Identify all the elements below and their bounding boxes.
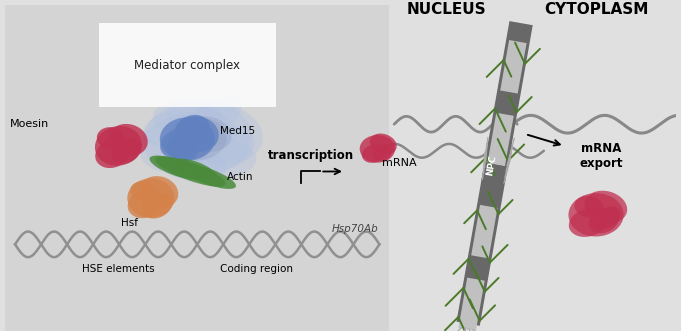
Polygon shape	[481, 163, 508, 184]
Text: HSE elements: HSE elements	[82, 264, 155, 274]
Ellipse shape	[127, 190, 163, 218]
Ellipse shape	[130, 181, 158, 201]
Polygon shape	[501, 40, 526, 94]
Ellipse shape	[199, 127, 255, 170]
Ellipse shape	[142, 193, 172, 218]
Ellipse shape	[153, 98, 222, 141]
Ellipse shape	[158, 145, 226, 182]
Ellipse shape	[167, 137, 198, 161]
Polygon shape	[458, 278, 485, 331]
Polygon shape	[488, 113, 513, 166]
Ellipse shape	[140, 176, 178, 208]
Text: Actin: Actin	[227, 172, 253, 182]
Ellipse shape	[569, 209, 607, 237]
Text: Hsp70Ab: Hsp70Ab	[332, 223, 378, 234]
Ellipse shape	[370, 133, 397, 154]
Ellipse shape	[175, 159, 216, 178]
Ellipse shape	[95, 126, 142, 166]
Text: mRNA: mRNA	[382, 158, 416, 167]
Text: Moesin: Moesin	[10, 119, 50, 129]
Ellipse shape	[569, 193, 624, 236]
Ellipse shape	[155, 156, 225, 187]
Ellipse shape	[180, 104, 263, 164]
Ellipse shape	[373, 145, 392, 161]
Text: Mediator complex: Mediator complex	[134, 59, 240, 71]
Ellipse shape	[589, 208, 619, 233]
Ellipse shape	[575, 196, 604, 218]
Ellipse shape	[150, 156, 202, 179]
Ellipse shape	[183, 116, 232, 152]
Ellipse shape	[139, 116, 217, 172]
Ellipse shape	[168, 128, 210, 160]
Ellipse shape	[595, 207, 620, 229]
Ellipse shape	[168, 117, 227, 161]
Text: transcription: transcription	[268, 149, 353, 162]
Polygon shape	[471, 205, 498, 259]
Ellipse shape	[175, 115, 210, 143]
Ellipse shape	[192, 95, 242, 134]
Ellipse shape	[360, 135, 395, 163]
Ellipse shape	[160, 117, 215, 161]
Ellipse shape	[144, 111, 202, 147]
Text: NUCLEUS: NUCLEUS	[407, 2, 486, 17]
Text: Coding region: Coding region	[220, 264, 293, 274]
Ellipse shape	[180, 164, 236, 189]
Ellipse shape	[127, 178, 174, 218]
Ellipse shape	[97, 127, 125, 149]
Ellipse shape	[95, 139, 130, 168]
Ellipse shape	[160, 129, 199, 159]
Text: CYTOPLASM: CYTOPLASM	[544, 2, 648, 17]
Ellipse shape	[143, 100, 251, 178]
Text: NPC: NPC	[486, 155, 498, 177]
Ellipse shape	[166, 103, 238, 145]
Text: Hsf: Hsf	[121, 218, 138, 228]
Text: mRNA
export: mRNA export	[580, 142, 622, 170]
Polygon shape	[456, 21, 533, 326]
Text: Med15: Med15	[220, 126, 255, 136]
Ellipse shape	[176, 116, 219, 152]
FancyBboxPatch shape	[5, 5, 390, 331]
Ellipse shape	[362, 145, 385, 163]
Ellipse shape	[168, 137, 256, 180]
Ellipse shape	[112, 138, 141, 164]
Ellipse shape	[109, 124, 148, 156]
Ellipse shape	[584, 191, 627, 223]
